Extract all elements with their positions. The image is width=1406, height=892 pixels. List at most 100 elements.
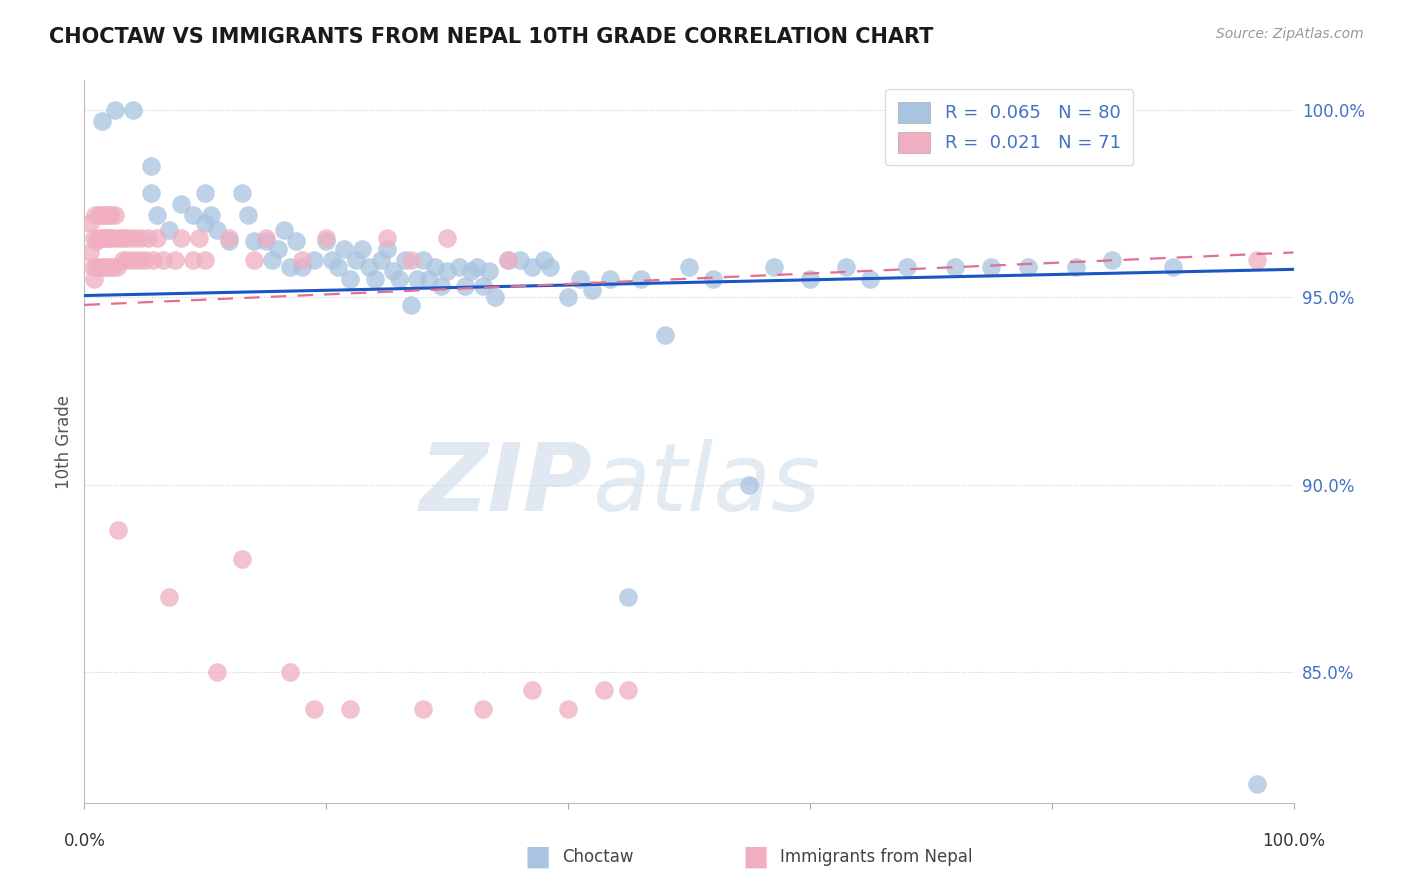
Point xyxy=(254,230,277,244)
Point xyxy=(194,215,217,229)
Point xyxy=(83,271,105,285)
Point xyxy=(581,283,603,297)
Point xyxy=(84,208,107,222)
Point xyxy=(115,252,138,267)
Point xyxy=(321,252,343,267)
Legend: R =  0.065   N = 80, R =  0.021   N = 71: R = 0.065 N = 80, R = 0.021 N = 71 xyxy=(886,89,1133,165)
Point xyxy=(112,252,135,267)
Point xyxy=(89,230,111,244)
Point xyxy=(406,271,429,285)
Text: 0.0%: 0.0% xyxy=(63,831,105,850)
Text: ■: ■ xyxy=(524,843,551,871)
Point xyxy=(859,271,882,285)
Point xyxy=(86,234,108,248)
Point xyxy=(1017,260,1039,275)
Point xyxy=(557,290,579,304)
Point xyxy=(96,260,118,275)
Point xyxy=(121,252,143,267)
Point xyxy=(399,252,422,267)
Point xyxy=(101,230,124,244)
Point xyxy=(142,252,165,267)
Point xyxy=(194,186,217,200)
Point xyxy=(100,208,122,222)
Point xyxy=(273,223,295,237)
Text: ■: ■ xyxy=(742,843,769,871)
Point xyxy=(138,230,160,244)
Point xyxy=(91,260,114,275)
Point xyxy=(1246,252,1268,267)
Point xyxy=(980,260,1002,275)
Point xyxy=(93,208,115,222)
Point xyxy=(1101,252,1123,267)
Point xyxy=(207,223,229,237)
Point xyxy=(599,271,621,285)
Point xyxy=(352,242,374,256)
Point xyxy=(943,260,966,275)
Point xyxy=(557,702,579,716)
Point xyxy=(157,590,180,604)
Point xyxy=(104,230,127,244)
Point xyxy=(170,230,193,244)
Point xyxy=(207,665,229,679)
Text: Choctaw: Choctaw xyxy=(562,848,634,866)
Point xyxy=(394,252,416,267)
Point xyxy=(315,230,337,244)
Point xyxy=(702,271,724,285)
Point xyxy=(254,234,277,248)
Point xyxy=(152,252,174,267)
Point xyxy=(231,186,253,200)
Point xyxy=(236,208,259,222)
Point xyxy=(399,298,422,312)
Point xyxy=(194,252,217,267)
Point xyxy=(328,260,350,275)
Point xyxy=(146,230,169,244)
Point xyxy=(200,208,222,222)
Point xyxy=(357,260,380,275)
Point xyxy=(538,260,561,275)
Point xyxy=(267,242,290,256)
Point xyxy=(412,252,434,267)
Point xyxy=(79,245,101,260)
Point xyxy=(170,196,193,211)
Point xyxy=(89,260,111,275)
Point xyxy=(388,271,411,285)
Point xyxy=(94,230,117,244)
Point xyxy=(105,260,128,275)
Point xyxy=(302,702,325,716)
Point xyxy=(86,260,108,275)
Point xyxy=(83,230,105,244)
Point xyxy=(139,186,162,200)
Point xyxy=(654,327,676,342)
Point xyxy=(617,590,640,604)
Point xyxy=(484,290,506,304)
Point xyxy=(181,252,204,267)
Point xyxy=(333,242,356,256)
Point xyxy=(146,208,169,222)
Point xyxy=(260,252,283,267)
Point xyxy=(423,260,446,275)
Point xyxy=(496,252,519,267)
Point xyxy=(82,260,104,275)
Point xyxy=(339,271,361,285)
Point xyxy=(284,234,308,248)
Text: CHOCTAW VS IMMIGRANTS FROM NEPAL 10TH GRADE CORRELATION CHART: CHOCTAW VS IMMIGRANTS FROM NEPAL 10TH GR… xyxy=(49,27,934,46)
Point xyxy=(128,252,150,267)
Point xyxy=(449,260,471,275)
Point xyxy=(278,260,301,275)
Point xyxy=(188,230,211,244)
Point xyxy=(181,208,204,222)
Point xyxy=(157,223,180,237)
Point xyxy=(436,230,458,244)
Point xyxy=(472,279,495,293)
Point xyxy=(454,279,477,293)
Point xyxy=(835,260,858,275)
Point xyxy=(381,264,404,278)
Point xyxy=(436,264,458,278)
Point xyxy=(291,252,314,267)
Point xyxy=(315,234,337,248)
Point xyxy=(242,234,264,248)
Point xyxy=(291,260,314,275)
Point xyxy=(94,208,117,222)
Point xyxy=(87,208,110,222)
Point xyxy=(569,271,592,285)
